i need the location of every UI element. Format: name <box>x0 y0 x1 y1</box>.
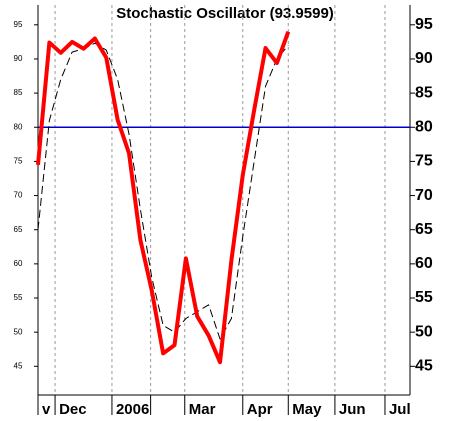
y-tick-label: 50 <box>415 323 433 340</box>
series-line <box>36 30 291 365</box>
series-line <box>37 42 289 340</box>
y-tick-label: 60 <box>415 255 433 272</box>
x-tick-label: Jul <box>389 401 411 418</box>
x-tick-label: Apr <box>247 401 273 418</box>
y-tick-label: 65 <box>415 221 433 238</box>
chart-title: Stochastic Oscillator (93.9599) <box>116 5 334 22</box>
y-tick-label: 65 <box>14 225 23 234</box>
y-tick-label: 95 <box>415 16 433 33</box>
y-tick-label: 50 <box>14 327 23 336</box>
x-tick-label: 2006 <box>116 401 149 418</box>
x-tick-label: Mar <box>189 401 216 418</box>
y-tick-label: 75 <box>14 157 23 166</box>
y-tick-label: 55 <box>14 293 23 302</box>
y-tick-label: 80 <box>415 118 433 135</box>
x-tick-label: May <box>292 401 322 418</box>
y-tick-label: 90 <box>415 50 433 67</box>
y-tick-label: 85 <box>14 88 23 97</box>
y-tick-label: 90 <box>14 54 23 63</box>
x-tick-label: Jun <box>339 401 366 418</box>
y-tick-label: 70 <box>415 187 433 204</box>
y-tick-label: 75 <box>415 153 433 170</box>
y-tick-label: 55 <box>415 289 433 306</box>
y-tick-label: 80 <box>14 122 23 131</box>
y-tick-label: 45 <box>415 358 433 375</box>
y-tick-label: 85 <box>415 84 433 101</box>
y-tick-label: 60 <box>14 259 23 268</box>
y-tick-label: 70 <box>14 191 23 200</box>
x-tick-label: Dec <box>59 401 87 418</box>
y-tick-label: 95 <box>14 20 23 29</box>
y-tick-label: 45 <box>14 361 23 370</box>
x-tick-label: v <box>42 401 51 418</box>
